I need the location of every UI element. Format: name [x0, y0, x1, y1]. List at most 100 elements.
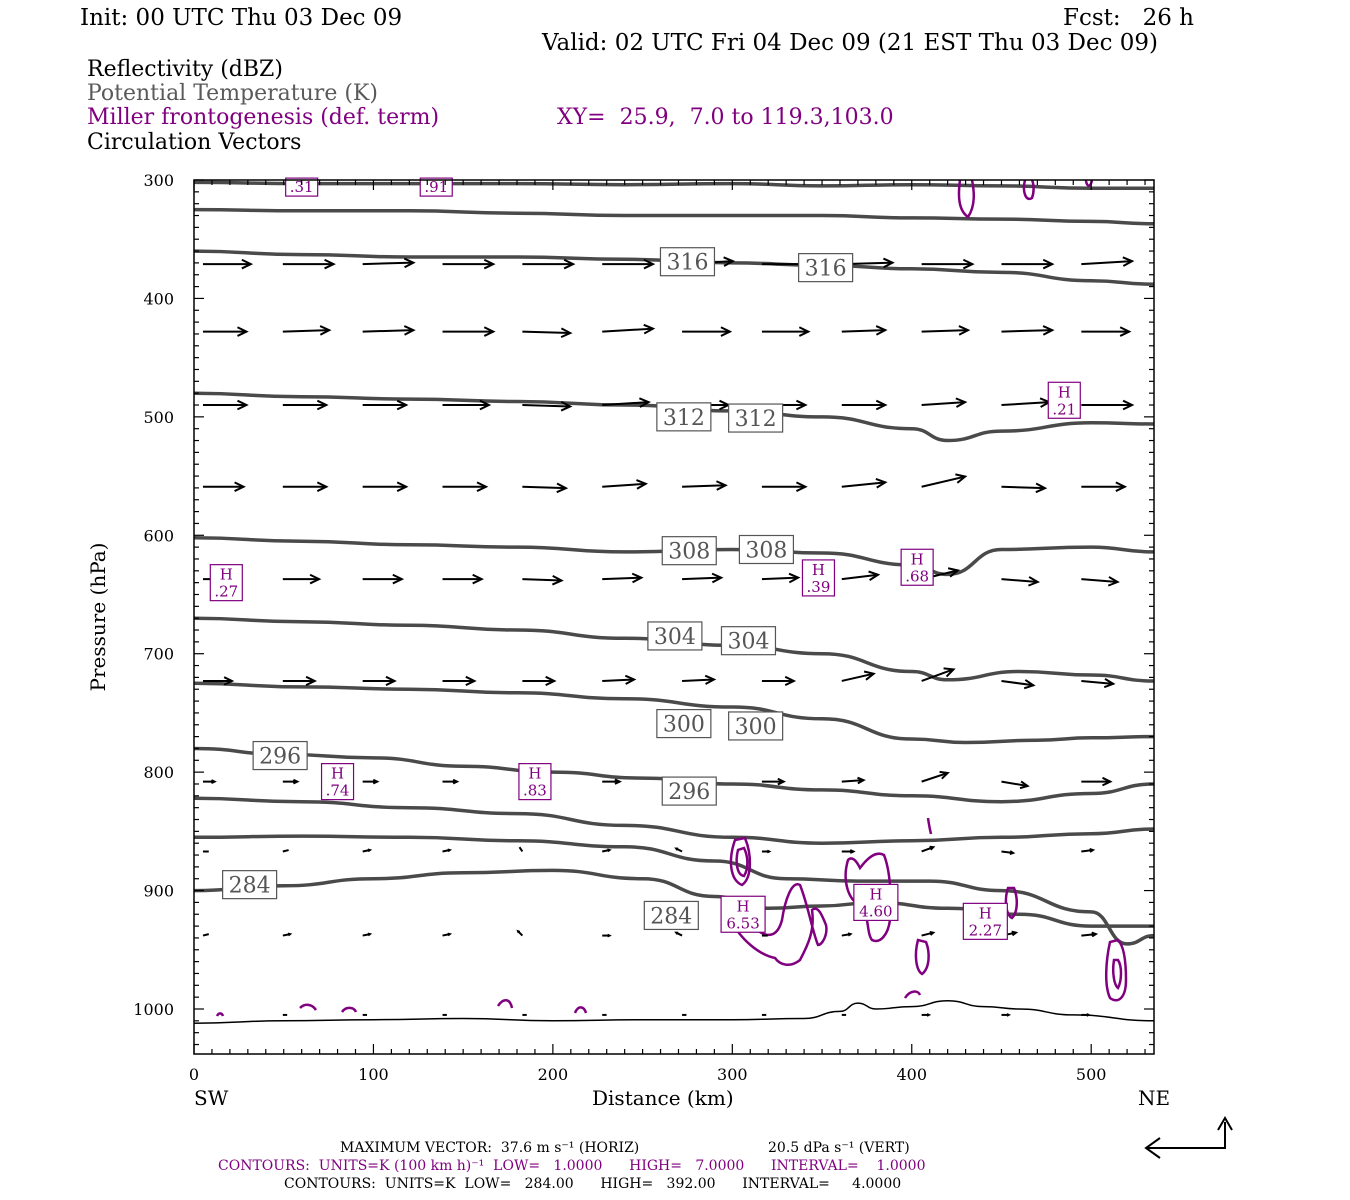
svg-text:H: H: [220, 566, 233, 584]
theta-contour-label: 296: [661, 776, 717, 806]
circulation-vector: [921, 473, 968, 488]
circulation-vector: [1161, 677, 1193, 685]
circulation-vector: [522, 327, 573, 339]
circulation-vector: [1001, 679, 1036, 690]
circulation-vector: [202, 779, 217, 785]
circulation-vector: [761, 675, 797, 687]
svg-text:H: H: [1058, 383, 1071, 401]
theta-contour-label: 308: [661, 536, 717, 566]
circulation-vector: [442, 675, 477, 687]
circulation-vector: [1081, 776, 1113, 787]
left-end-label: SW: [194, 1086, 229, 1110]
circulation-vector: [602, 674, 637, 685]
frontogenesis-max-label: H.68: [900, 548, 934, 586]
y-tick-label: 500: [143, 408, 174, 427]
theta-contour-label: 300: [656, 708, 712, 739]
terrain-line: [194, 999, 1154, 1024]
svg-text:H: H: [869, 885, 882, 903]
y-axis-label: Pressure (hPa): [86, 542, 110, 692]
svg-text:296: 296: [259, 745, 301, 770]
circulation-vector: [682, 572, 724, 584]
svg-text:H: H: [979, 904, 992, 922]
svg-text:284: 284: [229, 874, 271, 899]
circulation-vector: [921, 1013, 932, 1017]
circulation-vector: [362, 257, 416, 269]
circulation-vector: [1161, 1014, 1168, 1016]
x-tick-label: 500: [1076, 1065, 1107, 1084]
x-tick-label: 300: [717, 1065, 748, 1084]
circulation-vector: [1081, 326, 1132, 337]
circulation-vector: [1081, 1013, 1091, 1017]
circulation-vector: [282, 399, 329, 411]
footer-max-vertical: 20.5 dPa s⁻¹ (VERT): [768, 1140, 910, 1156]
theta-contour-label: 296: [252, 740, 308, 771]
footer-contours-frontogenesis: CONTOURS: UNITS=K (100 km h)⁻¹ LOW= 1.00…: [218, 1158, 926, 1174]
circulation-vector: [1161, 328, 1212, 337]
frontogenesis-max-label: H.27: [209, 564, 243, 602]
theta-contour-label: 312: [728, 403, 784, 433]
x-axis-label: Distance (km): [592, 1086, 734, 1110]
svg-text:H: H: [911, 550, 924, 568]
circulation-vector: [1001, 850, 1016, 856]
circulation-vector: [921, 930, 936, 937]
circulation-vector: [522, 675, 557, 687]
circulation-vector: [761, 572, 801, 584]
svg-text:H: H: [812, 561, 825, 579]
x-tick-label: 200: [538, 1065, 569, 1084]
circulation-vector: [362, 573, 405, 585]
fronto-contour: [215, 1012, 225, 1017]
circulation-vector: [282, 675, 318, 687]
svg-text:312: 312: [663, 406, 705, 431]
circulation-vector: [761, 326, 811, 337]
circulation-vector: [442, 848, 453, 853]
circulation-vector: [602, 479, 649, 490]
circulation-vector: [442, 326, 496, 337]
fronto-contour: [340, 1006, 358, 1013]
circulation-vector: [921, 258, 975, 270]
circulation-vector: [921, 667, 956, 682]
circulation-vector: [442, 932, 453, 937]
circulation-vector: [282, 573, 322, 585]
circulation-vector: [1081, 256, 1135, 267]
circulation-vector: [362, 778, 380, 785]
circulation-vector: [602, 778, 622, 785]
circulation-vector: [362, 325, 416, 336]
x-tick-label: 0: [189, 1065, 199, 1084]
svg-text:4.60: 4.60: [859, 902, 892, 920]
theta-contour-label: 284: [643, 900, 699, 931]
theta-contour-320: [194, 207, 1154, 226]
circulation-vector: [602, 258, 656, 270]
circulation-vector: [674, 847, 683, 853]
x-tick-label: 100: [358, 1065, 389, 1084]
frontogenesis-max-label: H.39: [801, 559, 836, 597]
circulation-vector: [282, 849, 289, 853]
fronto-contour: [1004, 886, 1018, 920]
fronto-contour: [957, 180, 975, 219]
circulation-vector: [202, 399, 249, 411]
fronto-contour: [1111, 958, 1123, 990]
circulation-vector: [841, 849, 856, 854]
fronto-contour: [573, 1006, 588, 1014]
fronto-contour: [496, 999, 514, 1009]
circulation-vector: [602, 933, 612, 938]
circulation-vector: [202, 676, 235, 686]
fronto-contour: [1105, 938, 1128, 1002]
circulation-vector: [1161, 482, 1205, 491]
y-tick-label: 900: [143, 882, 174, 901]
circulation-vector: [362, 675, 397, 687]
svg-text:.91: .91: [424, 178, 448, 196]
circulation-vector: [1001, 325, 1055, 336]
circulation-vector: [1001, 1013, 1012, 1017]
theta-contour-300: [194, 681, 1154, 745]
svg-text:316: 316: [805, 257, 847, 282]
legend-miller-frontogenesis: Miller frontogenesis (def. term): [87, 105, 440, 130]
legend-circulation-vectors: Circulation Vectors: [87, 130, 302, 155]
svg-text:H: H: [528, 765, 541, 783]
frontogenesis-max-label: H6.53: [720, 895, 766, 933]
circulation-vector: [1161, 401, 1212, 410]
svg-text:H: H: [331, 765, 344, 783]
fronto-contour: [299, 1003, 318, 1011]
right-end-label: NE: [1138, 1086, 1171, 1110]
circulation-vector: [282, 325, 332, 336]
circulation-vector: [282, 481, 329, 492]
